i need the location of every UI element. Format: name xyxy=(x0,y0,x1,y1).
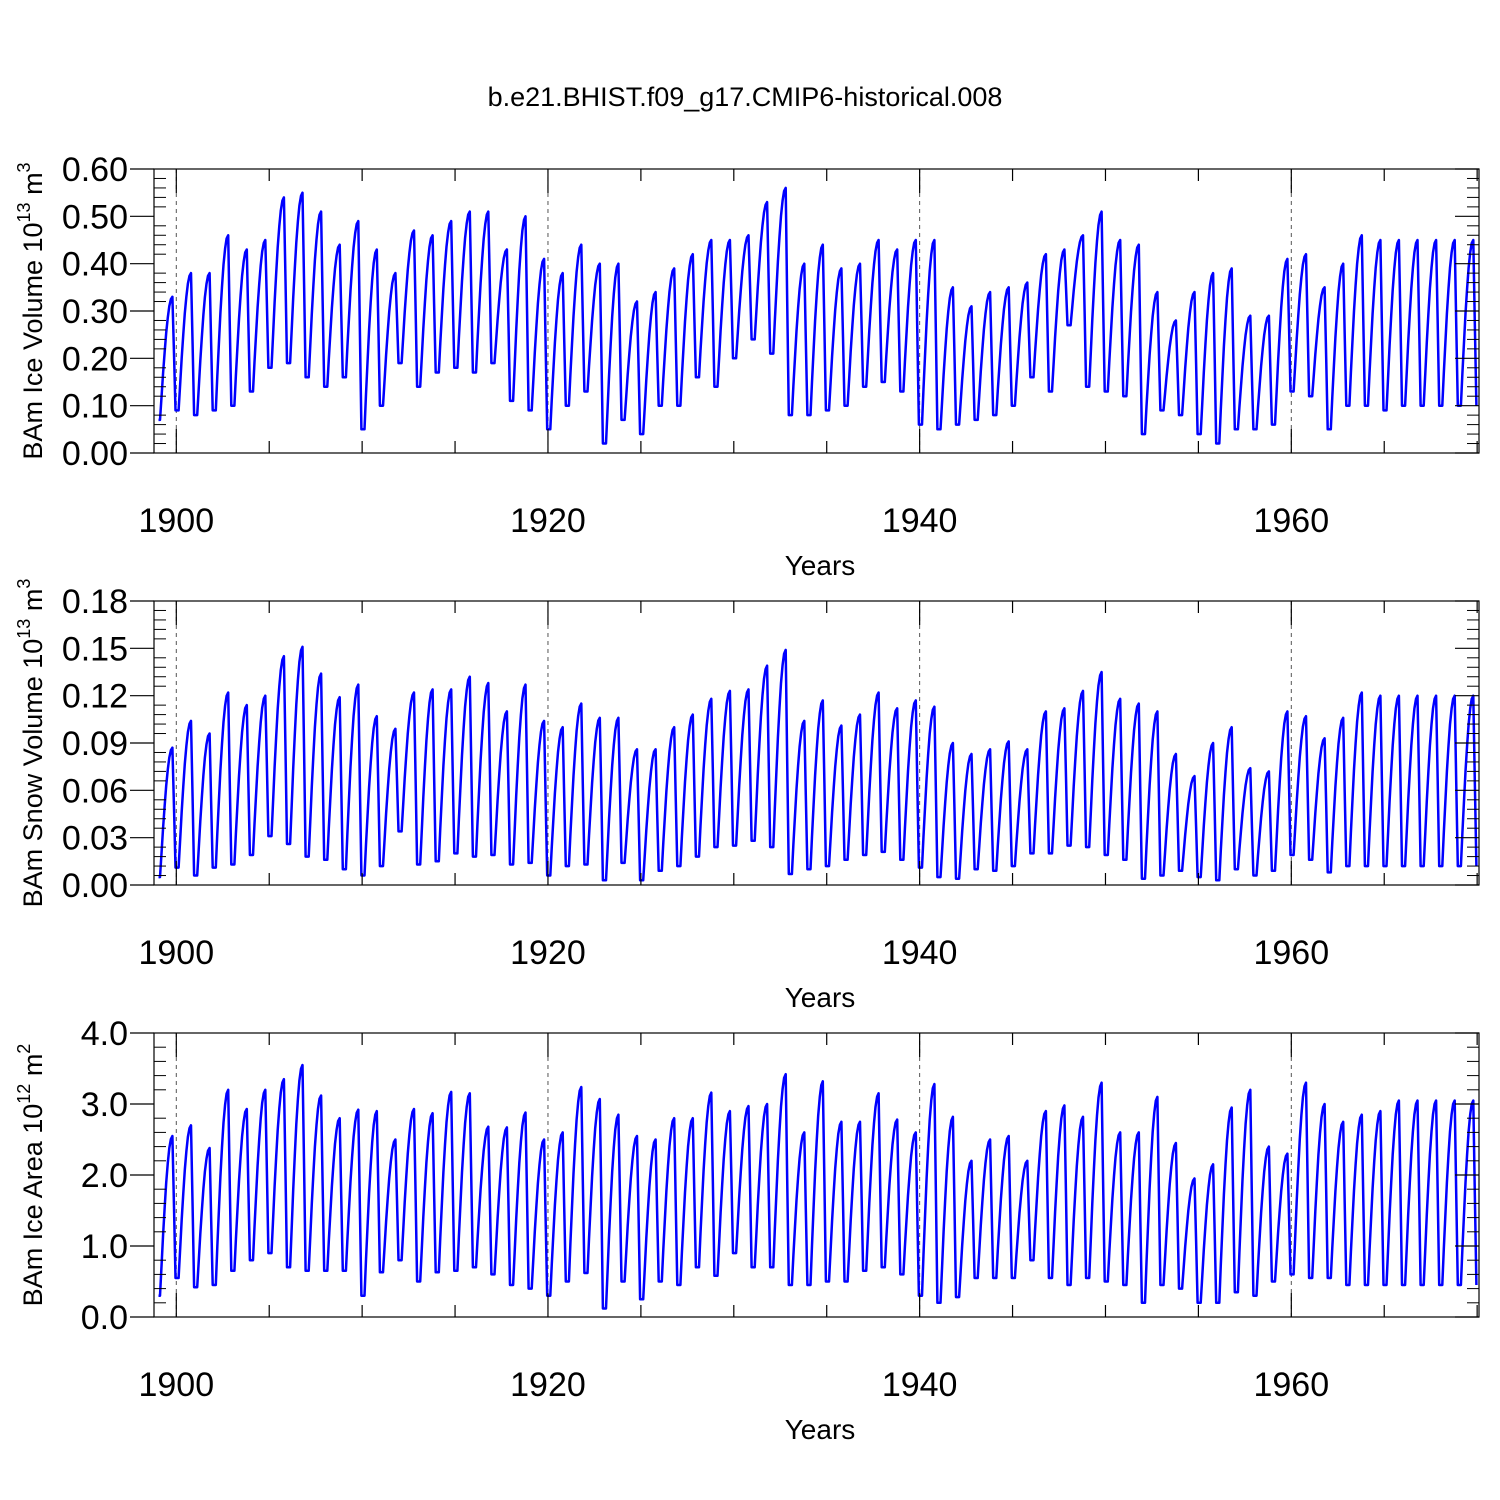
x-tick-label: 1940 xyxy=(882,1366,958,1404)
x-axis-label: Years xyxy=(785,1414,856,1445)
x-tick-label: 1920 xyxy=(510,934,586,972)
y-axis-label: BAm Ice Volume 1013 m3 xyxy=(14,162,48,459)
y-tick-label: 0.0 xyxy=(81,1299,128,1337)
x-tick-label: 1900 xyxy=(138,934,214,972)
x-tick-label: 1900 xyxy=(138,1366,214,1404)
x-tick-label: 1920 xyxy=(510,502,586,540)
x-tick-label: 1960 xyxy=(1253,1366,1329,1404)
panel-2: 1900 1920 1940 1960 Years 0.00 0.03 0.06 0.09 0.1… xyxy=(14,579,1480,1013)
y-axis-label-unit-exponent: 3 xyxy=(14,162,34,172)
y-tick-label: 3.0 xyxy=(81,1086,128,1124)
y-axis-label-unit-exponent: 3 xyxy=(14,579,34,589)
y-tick-label: 0.03 xyxy=(62,820,128,858)
x-axis-label: Years xyxy=(785,982,856,1013)
y-tick-label: 2.0 xyxy=(81,1157,128,1195)
y-tick-label: 0.40 xyxy=(62,246,128,284)
y-tick-label: 0.06 xyxy=(62,772,128,810)
y-axis-label-unit-exponent: 2 xyxy=(14,1044,34,1054)
y-tick-label: 0.09 xyxy=(62,725,128,763)
y-axis-label-text: BAm Snow Volume 10 xyxy=(18,639,48,908)
y-axis-label-unit: m xyxy=(18,172,48,202)
y-tick-label: 4.0 xyxy=(81,1015,128,1053)
y-tick-label: 0.20 xyxy=(62,340,128,378)
figure-title: b.e21.BHIST.f09_g17.CMIP6-historical.008 xyxy=(488,82,1003,112)
y-tick-label: 0.18 xyxy=(62,583,128,621)
panel-1: 1900 1920 1940 1960 Years 0.00 0.10 0.20 0.30 0.4… xyxy=(14,151,1480,581)
y-tick-label: 0.60 xyxy=(62,151,128,189)
x-tick-label: 1960 xyxy=(1253,502,1329,540)
y-axis-label-unit: m xyxy=(18,589,48,619)
y-axis-label-exponent: 12 xyxy=(14,1084,34,1104)
series-line xyxy=(158,186,1478,445)
y-tick-label: 0.12 xyxy=(62,678,128,716)
plot-frame xyxy=(153,1032,1480,1318)
x-tick-label: 1960 xyxy=(1253,934,1329,972)
series-line xyxy=(158,645,1478,882)
y-tick-label: 1.0 xyxy=(81,1228,128,1266)
x-tick-label: 1940 xyxy=(882,502,958,540)
x-tick-label: 1920 xyxy=(510,1366,586,1404)
x-tick-label: 1940 xyxy=(882,934,958,972)
x-tick-label: 1900 xyxy=(138,502,214,540)
x-axis-label: Years xyxy=(785,550,856,581)
y-tick-label: 0.15 xyxy=(62,630,128,668)
y-axis-label-text: BAm Ice Area 10 xyxy=(18,1104,48,1307)
y-axis-label-exponent: 13 xyxy=(14,619,34,639)
y-tick-label: 0.30 xyxy=(62,293,128,331)
y-tick-label: 0.00 xyxy=(62,435,128,473)
y-axis-label: BAm Ice Area 1012 m2 xyxy=(14,1044,48,1307)
y-axis-label-unit: m xyxy=(18,1054,48,1084)
y-tick-label: 0.00 xyxy=(62,867,128,905)
y-tick-label: 0.50 xyxy=(62,198,128,236)
y-axis-label-text: BAm Ice Volume 10 xyxy=(18,222,48,459)
series-line xyxy=(158,1063,1478,1310)
y-axis-label: BAm Snow Volume 1013 m3 xyxy=(14,579,48,908)
panel-3: 1900 1920 1940 1960 Years 0.0 1.0 2.0 3.0 4.0 BAm … xyxy=(14,1015,1480,1445)
y-tick-label: 0.10 xyxy=(62,388,128,426)
panels: 1900 1920 1940 1960 Years 0.00 0.10 0.20 0.30 0.4… xyxy=(14,151,1480,1445)
y-axis-label-exponent: 13 xyxy=(14,202,34,222)
